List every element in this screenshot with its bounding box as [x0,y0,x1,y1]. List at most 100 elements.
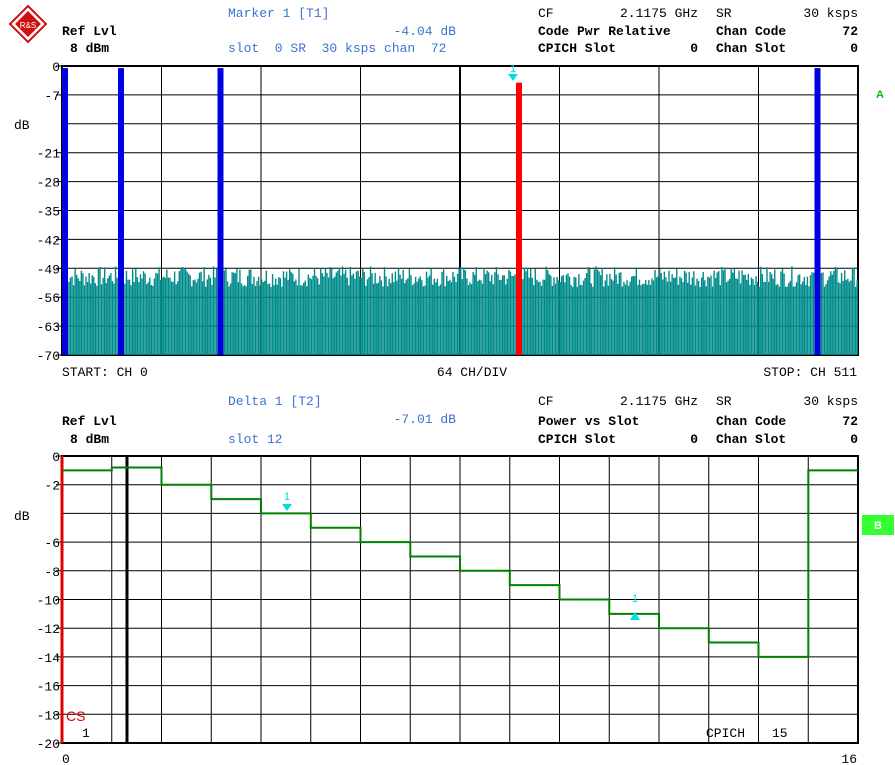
noise-bar [470,284,473,355]
noise-bar [91,275,93,355]
noise-bar [159,280,162,355]
noise-bar [97,267,100,355]
top-mode: Code Pwr Relative [538,24,671,39]
noise-bar [716,272,718,355]
bottom-y-tick-label: -8 [44,565,60,580]
noise-bar [596,269,599,355]
noise-bar [144,273,146,355]
noise-bar [713,270,715,355]
noise-bar [372,283,375,355]
noise-bar [845,279,847,355]
noise-bar [74,268,76,355]
noise-bar [702,271,704,355]
noise-bar [141,278,143,355]
noise-bar [441,271,443,355]
noise-bar [589,268,591,355]
noise-bar [433,278,435,355]
bottom-chan-slot-label: Chan Slot [716,432,786,447]
noise-bar [811,272,813,355]
noise-bar [526,267,529,355]
noise-bar [497,274,499,355]
delta-1-label: 1 [632,593,638,605]
noise-bar [382,286,384,355]
noise-bar [271,274,274,355]
noise-bar [643,283,645,355]
noise-bar [529,269,532,355]
bottom-step-line [62,466,858,658]
noise-bar [380,280,383,355]
top-ref-lvl-label: Ref Lvl [62,24,117,39]
noise-bar [231,272,233,355]
noise-bar [323,276,325,355]
noise-bar [186,271,188,355]
noise-bar [571,286,574,355]
noise-bar [733,269,736,355]
noise-bar [155,272,157,355]
noise-bar [383,267,386,355]
noise-bar [377,282,379,355]
noise-bar [173,271,176,355]
active-channel-bar [118,68,124,355]
noise-bar [452,271,454,355]
noise-bar [436,278,439,355]
top-y-tick-label: -70 [37,349,60,364]
noise-bar [522,279,524,355]
noise-bar [125,270,128,355]
noise-bar [242,286,244,355]
noise-bar [747,273,750,355]
noise-bar [307,274,310,355]
noise-bar [316,278,319,355]
noise-bar [760,266,762,355]
noise-bar [626,280,628,355]
noise-bar [411,285,414,355]
noise-bar [110,273,112,355]
noise-bar [561,276,563,355]
noise-bar [800,284,802,355]
noise-bar [203,267,205,355]
noise-bar [282,271,285,355]
top-cf-label: CF [538,6,554,21]
noise-bar [721,266,723,355]
noise-bar [556,276,558,355]
noise-bar [657,276,659,355]
noise-bar [853,267,855,355]
noise-bar [511,276,513,355]
noise-bar [243,285,246,355]
power-vs-slot-chart: 0 -2 -6 -8 -10 -12 -14 -16 -18 -20 1 1 CS 1 CPICH… [14,450,894,752]
noise-bar [528,277,530,355]
noise-bar [833,271,835,355]
noise-bar [175,284,177,355]
noise-bar [727,280,729,355]
noise-bar [267,284,269,355]
noise-bar [663,271,666,355]
noise-bar [607,285,610,355]
noise-bar [767,281,770,355]
noise-bar [732,272,734,355]
noise-bar [206,279,208,355]
noise-bar [655,277,658,355]
noise-bar [545,266,547,355]
noise-bar [570,285,572,355]
noise-bar [368,277,370,355]
noise-bar [472,271,474,355]
noise-bar [668,270,670,355]
noise-bar [473,274,476,355]
noise-bar [553,277,555,355]
noise-bar [435,282,437,355]
noise-bar [797,275,799,355]
rs-logo: R&S [8,4,48,44]
noise-bar [618,272,620,355]
noise-bar [834,266,837,355]
noise-bar [324,268,327,355]
noise-bar [772,278,774,355]
noise-bar [761,274,764,355]
noise-bar [777,284,779,355]
noise-bar [223,270,226,355]
noise-bar [820,273,823,355]
noise-bar [830,271,832,355]
noise-bar [795,282,798,355]
bottom-y-tick-label: -18 [37,708,60,723]
noise-bar [127,279,129,355]
noise-bar [778,286,781,355]
noise-bar [576,286,578,355]
